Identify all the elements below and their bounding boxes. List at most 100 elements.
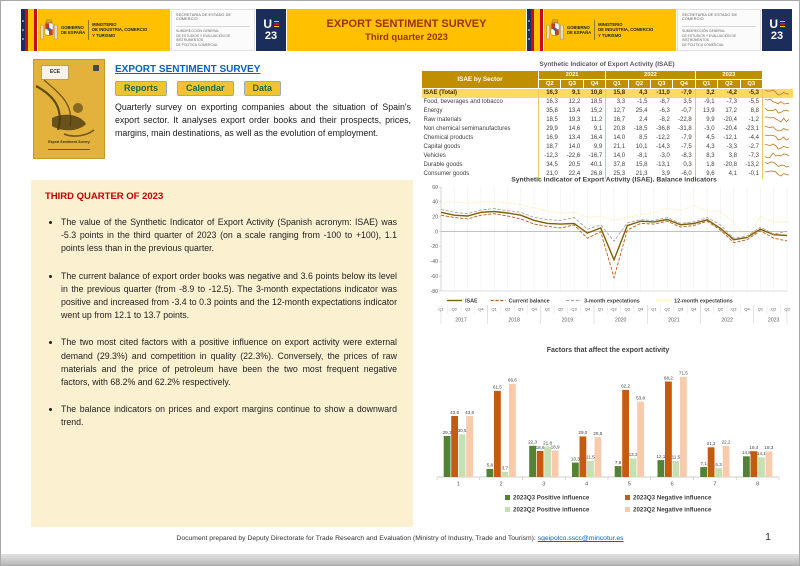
svg-text:13,3: 13,3	[629, 452, 638, 457]
value-cell: 14,6	[568, 126, 581, 132]
value-cell: -4,2	[717, 88, 741, 98]
eu-logo-23: 23	[770, 30, 784, 42]
value-cell: 14,0	[605, 151, 629, 161]
svg-text:6,3: 6,3	[715, 462, 722, 467]
gobierno-label: GOBIERNO DE ESPAÑA	[567, 24, 592, 35]
svg-text:2023Q2 Positive influence: 2023Q2 Positive influence	[513, 507, 590, 514]
secretaria-block: SECRETARÍA DE ESTADO DE COMERCIO SUBDIRE…	[677, 9, 761, 51]
sparkline-cell	[762, 88, 793, 98]
svg-text:66,6: 66,6	[508, 378, 517, 383]
report-cover-thumbnail[interactable]: ECE Export Sentiment Survey	[33, 59, 105, 159]
value-cell: 9,1	[593, 126, 603, 132]
svg-text:Q2: Q2	[505, 307, 511, 312]
svg-text:3-month expectations: 3-month expectations	[584, 299, 640, 305]
line-series-3-month-expectations	[440, 208, 788, 242]
table-corner-header: ISAE by Sector	[421, 70, 539, 89]
svg-text:61,5: 61,5	[493, 385, 502, 390]
row-sparkline-icon	[764, 143, 789, 149]
data-button[interactable]: Data	[243, 81, 282, 96]
quarter-header: Q3	[649, 79, 674, 89]
footer-email-link[interactable]: sgeipolco.sscc@mincotur.es	[537, 535, 624, 542]
svg-text:Q4: Q4	[531, 307, 537, 312]
gobierno-label: GOBIERNO DE ESPAÑA	[61, 24, 86, 35]
svg-text:2023Q3 Negative influence: 2023Q3 Negative influence	[633, 495, 712, 502]
reports-button[interactable]: Reports	[115, 81, 168, 96]
svg-text:Q3: Q3	[571, 307, 577, 312]
value-cell: 26,8	[590, 171, 603, 177]
value-cell: -7,5	[681, 144, 692, 150]
row-sparkline-icon	[764, 116, 790, 123]
value-cell: -8,7	[659, 99, 670, 105]
svg-text:22,3: 22,3	[528, 440, 537, 445]
value-cell: -8,3	[681, 153, 692, 159]
svg-text:2023Q3 Positive influence: 2023Q3 Positive influence	[513, 495, 590, 502]
svg-text:3,7: 3,7	[502, 466, 509, 471]
svg-text:Q4: Q4	[744, 307, 750, 312]
value-cell: 4,5	[694, 133, 718, 143]
sparkline-cell	[762, 115, 793, 125]
ministerio-label: MINISTERIO DE INDUSTRIA, COMERCIO Y TURI…	[92, 22, 148, 38]
value-cell: 13,4	[568, 108, 581, 114]
svg-text:Q4: Q4	[478, 307, 484, 312]
spain-coat-of-arms-icon	[40, 19, 58, 40]
survey-description: Quarterly survey on exporting companies …	[115, 102, 411, 138]
value-cell: 12,7	[605, 106, 629, 116]
value-cell: -7,3	[726, 99, 738, 105]
value-cell: 3,2	[694, 88, 718, 98]
svg-text:12,1: 12,1	[656, 454, 665, 459]
value-cell: 4,3	[694, 142, 718, 152]
bar-series-2023q3-positive-influence: 29,3 5,8 22,3 10,3 7,8 12,1 7,1 14,8	[443, 430, 751, 477]
svg-text:11,5: 11,5	[586, 455, 595, 460]
table-row: Vehicles -12,3 -22,6 -16,7 14,0 -8,1 -3,0 -8,3 8…	[421, 151, 793, 161]
svg-text:2: 2	[500, 482, 503, 488]
summary-bullet-list: The value of the Synthetic Indicator of …	[45, 216, 399, 429]
sector-cell: Vehicles	[421, 151, 539, 161]
value-cell: -36,8	[656, 126, 670, 132]
divider	[594, 20, 596, 40]
cover-caption: Export Sentiment Survey	[48, 140, 90, 144]
value-cell: -22,6	[566, 153, 581, 159]
sector-cell: Energy	[421, 106, 539, 116]
value-cell: 40,1	[590, 162, 603, 168]
page-number: 1	[765, 531, 771, 543]
spain-eu-flag-strip	[21, 9, 37, 51]
value-cell: 37,8	[605, 160, 629, 170]
calendar-button[interactable]: Calendar	[177, 81, 234, 96]
quarter-header: Q4	[672, 79, 696, 89]
value-cell: -13,2	[745, 162, 759, 168]
svg-text:18,9: 18,9	[551, 444, 560, 449]
svg-text:22,2: 22,2	[722, 440, 731, 445]
value-cell: 22,4	[568, 171, 581, 177]
survey-title-link[interactable]: EXPORT SENTIMENT SURVEY	[115, 64, 261, 75]
sparkline-cell	[762, 160, 793, 170]
legend-item: ISAE	[447, 299, 478, 305]
secretaria-block: SECRETARÍA DE ESTADO DE COMERCIO SUBDIRE…	[171, 9, 255, 51]
sparkline-cell	[762, 97, 793, 107]
table-row: Raw materials 18,5 19,3 11,2 16,7 2,4 -8,2 -22,…	[421, 115, 793, 125]
value-cell: 21,3	[635, 171, 648, 177]
value-cell: 18,5	[590, 99, 603, 105]
svg-text:Q3: Q3	[784, 307, 790, 312]
svg-text:5: 5	[628, 482, 631, 488]
svg-text:10,3: 10,3	[571, 456, 580, 461]
svg-text:2023: 2023	[768, 318, 780, 324]
line-series-current-balance	[440, 213, 788, 280]
divider	[88, 20, 90, 40]
svg-text:2021: 2021	[668, 318, 680, 324]
value-cell: -4,4	[748, 135, 759, 141]
svg-text:Q3: Q3	[678, 307, 684, 312]
value-cell: 9,9	[593, 144, 603, 150]
legend-item: 2023Q3 Positive influence	[505, 495, 590, 502]
bar-series-2023q3-negative-influence: 43,6 61,5 18,6 29,0 62,2 68,2 21,2 18,4	[450, 375, 759, 477]
legend-item: 2023Q2 Positive influence	[505, 507, 590, 514]
sparkline-cell	[762, 124, 793, 134]
svg-text:2022: 2022	[721, 318, 733, 324]
svg-text:Q2: Q2	[452, 307, 458, 312]
svg-text:Q4: Q4	[638, 307, 644, 312]
value-cell: 16,7	[605, 115, 629, 125]
svg-text:62,2: 62,2	[621, 384, 630, 389]
summary-bullet: The value of the Synthetic Indicator of …	[61, 216, 397, 256]
svg-text:14,1: 14,1	[757, 451, 766, 456]
table-title: Synthetic Indicator of Export Activity (…	[539, 61, 675, 68]
value-cell: 9,1	[560, 88, 584, 98]
